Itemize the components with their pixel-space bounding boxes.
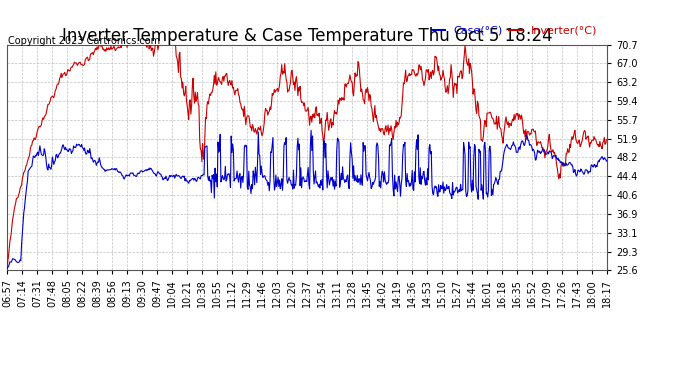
Legend: Case(°C), Inverter(°C): Case(°C), Inverter(°C) (427, 21, 602, 40)
Title: Inverter Temperature & Case Temperature Thu Oct 5 18:24: Inverter Temperature & Case Temperature … (61, 27, 553, 45)
Text: Copyright 2023 Cartronics.com: Copyright 2023 Cartronics.com (8, 36, 159, 46)
